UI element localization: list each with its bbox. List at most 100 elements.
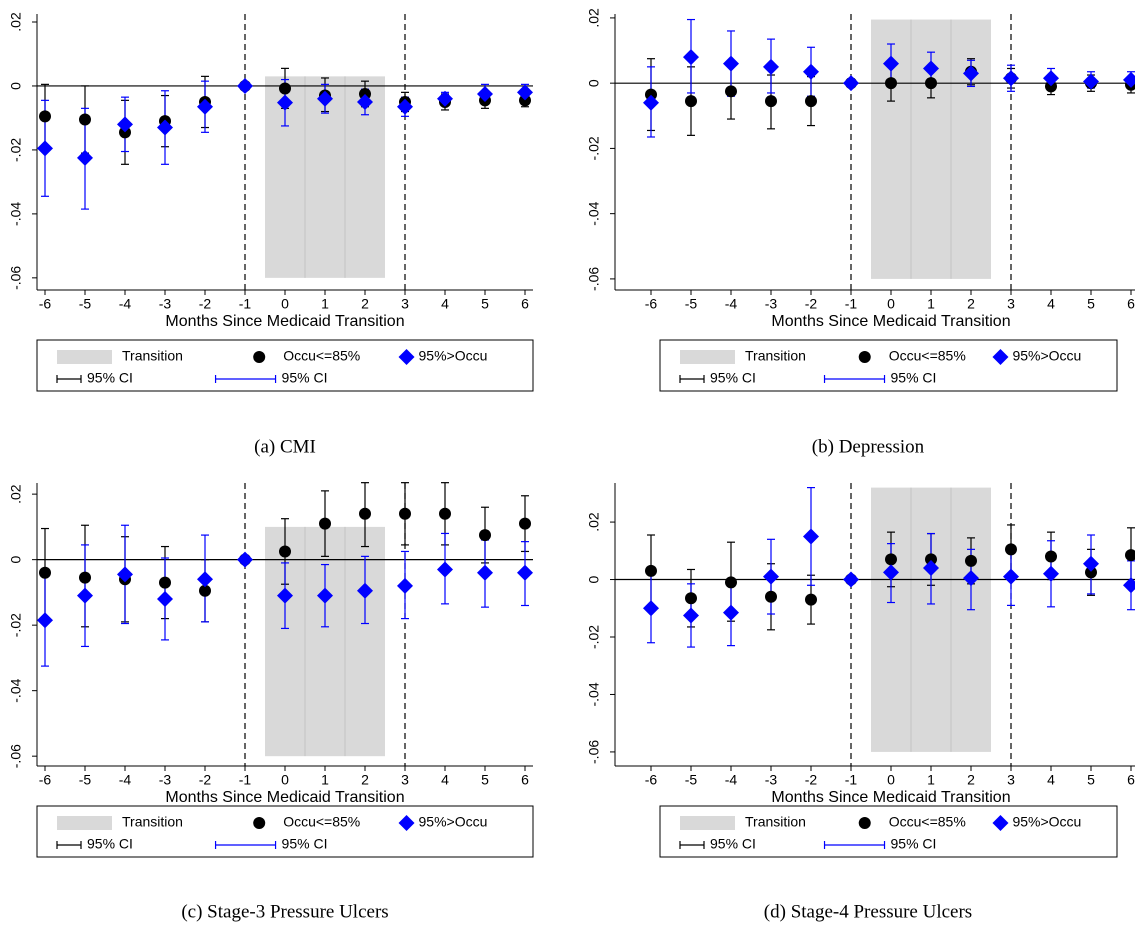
x-tick-label: 3 — [1007, 772, 1015, 788]
x-axis-label: Months Since Medicaid Transition — [771, 313, 1010, 330]
x-tick-label: -5 — [79, 296, 92, 312]
x-tick-label: 1 — [321, 296, 329, 312]
marker-diamond — [37, 612, 53, 629]
panel: .02 0 -.02 -.04 -.06 -6 -5 -4 -3 -2 -1 0 1 2 3 4 5 6 Month… — [586, 483, 1135, 922]
marker-diamond — [437, 90, 453, 107]
x-tick-label: -1 — [845, 772, 858, 788]
y-tick-label: -.04 — [8, 202, 24, 226]
marker-circle — [319, 517, 331, 530]
x-tick-label: 2 — [967, 296, 975, 312]
marker-diamond — [517, 564, 533, 581]
legend-label: 95%>Occu — [419, 814, 488, 830]
marker-diamond — [683, 607, 699, 624]
marker-diamond — [357, 93, 373, 110]
marker-diamond — [803, 528, 819, 545]
y-tick-label: -.04 — [8, 678, 24, 702]
marker-diamond — [963, 65, 979, 82]
legend-label: 95% CI — [710, 836, 756, 852]
marker-circle — [685, 95, 697, 108]
legend-label: 95% CI — [282, 370, 328, 386]
x-tick-label: -1 — [239, 296, 252, 312]
x-tick-label: 0 — [887, 296, 895, 312]
legend-swatch — [57, 816, 112, 830]
marker-circle — [1045, 80, 1057, 93]
marker-circle — [1045, 550, 1057, 563]
x-axis-label: Months Since Medicaid Transition — [165, 313, 404, 330]
x-tick-label: -4 — [119, 296, 132, 312]
marker-diamond — [197, 571, 213, 588]
x-tick-label: -6 — [645, 296, 658, 312]
legend-label: 95% CI — [282, 836, 328, 852]
y-tick-label: -.06 — [8, 266, 24, 290]
x-tick-label: -5 — [685, 296, 698, 312]
marker-circle — [965, 554, 977, 567]
y-tick-label: -.04 — [586, 201, 602, 225]
y-tick-label: -.06 — [8, 744, 24, 768]
marker-diamond — [237, 551, 253, 568]
marker-circle — [279, 82, 291, 95]
marker-diamond — [683, 49, 699, 66]
marker-circle — [399, 507, 411, 520]
marker-circle — [765, 95, 777, 108]
x-tick-label: 5 — [481, 296, 489, 312]
marker-circle — [79, 113, 91, 126]
marker-diamond — [1003, 568, 1019, 585]
x-tick-label: -2 — [805, 296, 818, 312]
legend: Transition Occu<=85% 95% CI 95%>Occu 95% CI — [36, 339, 534, 392]
marker-diamond — [357, 582, 373, 599]
legend-label: 95%>Occu — [1012, 814, 1081, 830]
marker-diamond — [517, 84, 533, 101]
y-tick-label: -.06 — [586, 267, 602, 291]
marker-diamond — [157, 119, 173, 136]
x-tick-label: -6 — [645, 772, 658, 788]
x-axis-label: Months Since Medicaid Transition — [165, 789, 404, 806]
marker-circle — [1085, 566, 1097, 579]
legend: Transition Occu<=85% 95% CI 95%>Occu 95% CI — [36, 805, 534, 858]
marker-circle — [725, 85, 737, 98]
x-tick-label: 0 — [281, 772, 289, 788]
marker-diamond — [1123, 577, 1135, 594]
y-tick-label: .02 — [8, 484, 24, 504]
marker-circle — [39, 110, 51, 123]
marker-diamond — [923, 60, 939, 77]
legend: Transition Occu<=85% 95% CI 95%>Occu 95% CI — [659, 339, 1118, 392]
marker-diamond — [277, 587, 293, 604]
x-tick-label: 4 — [441, 772, 449, 788]
x-tick-label: -2 — [199, 772, 212, 788]
y-tick-label: .02 — [8, 12, 24, 32]
x-tick-label: 6 — [1127, 772, 1135, 788]
marker-circle — [79, 571, 91, 584]
legend-swatch — [57, 350, 112, 364]
marker-circle — [253, 817, 266, 829]
legend-swatch — [680, 816, 735, 830]
y-tick-label: -.04 — [586, 682, 602, 706]
legend-label: Transition — [745, 814, 806, 830]
marker-diamond — [398, 815, 415, 831]
x-tick-label: 2 — [361, 296, 369, 312]
x-tick-label: 6 — [1127, 296, 1135, 312]
marker-diamond — [992, 815, 1009, 831]
marker-diamond — [1043, 565, 1059, 582]
marker-circle — [479, 529, 491, 542]
legend-label: Transition — [745, 348, 806, 364]
x-tick-label: 4 — [1047, 772, 1055, 788]
panel: .02 0 -.02 -.04 -.06 -6 -5 -4 -3 -2 -1 0 1 2 3 4 5 6 Month… — [586, 8, 1135, 457]
marker-diamond — [883, 564, 899, 581]
y-tick-label: 0 — [586, 79, 602, 87]
marker-diamond — [117, 566, 133, 583]
x-tick-label: -5 — [79, 772, 92, 788]
x-tick-label: 1 — [927, 772, 935, 788]
y-tick-label: 0 — [8, 556, 24, 564]
marker-diamond — [963, 570, 979, 587]
marker-circle — [253, 351, 266, 363]
x-tick-label: -5 — [685, 772, 698, 788]
marker-circle — [925, 77, 937, 90]
marker-diamond — [643, 94, 659, 111]
marker-circle — [765, 590, 777, 603]
shade-region — [871, 487, 991, 752]
marker-circle — [159, 576, 171, 589]
x-tick-label: 3 — [1007, 296, 1015, 312]
x-tick-label: 2 — [361, 772, 369, 788]
